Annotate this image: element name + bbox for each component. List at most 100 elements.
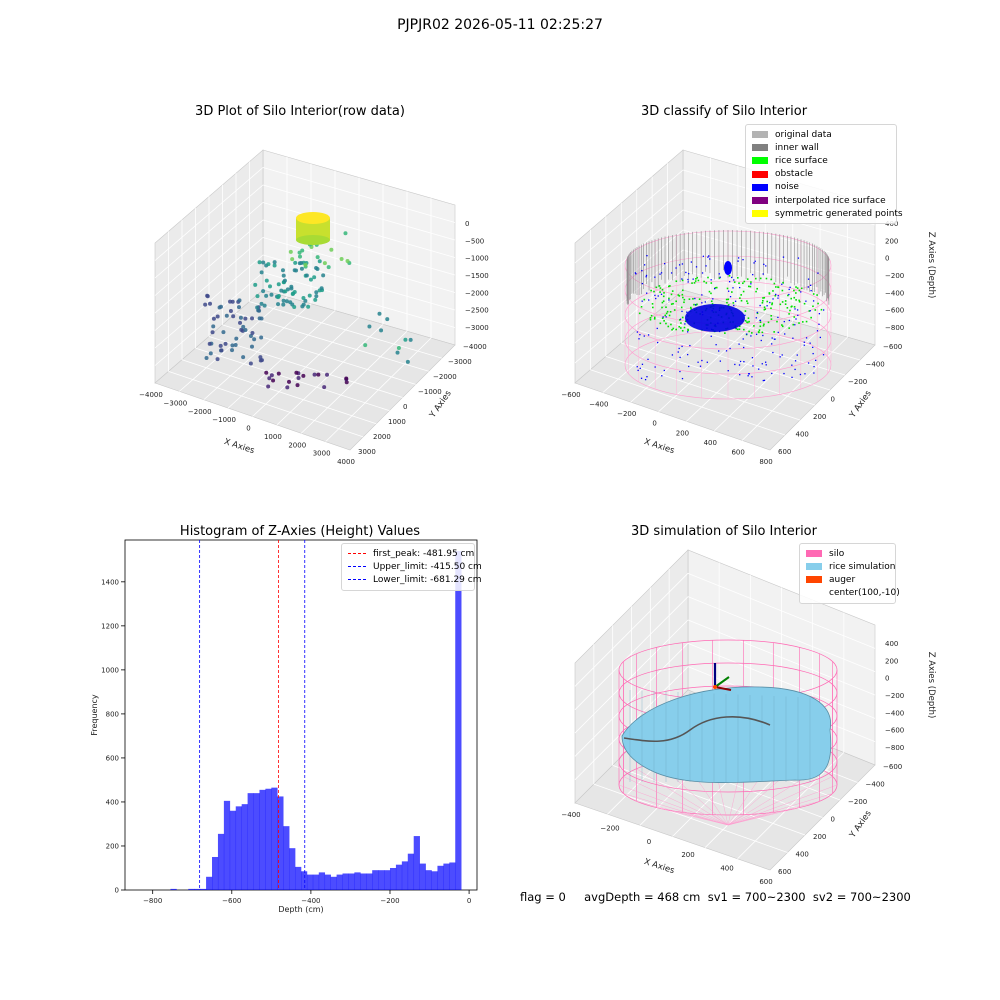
plot2-noise-point (660, 272, 663, 274)
plot3-histogram-bar (449, 862, 456, 890)
plot1-ztick-label: −2500 (465, 307, 489, 315)
plot2-rice-surface-point (781, 289, 784, 292)
plot2-grid-line (682, 209, 876, 266)
plot4-ztick-label: −600 (885, 727, 904, 735)
plot2-noise-point (637, 369, 639, 372)
plot2-noise-point (762, 334, 764, 337)
plot1-xtick-label: −3000 (164, 399, 188, 407)
plot2-noise-point (739, 374, 741, 376)
plot4-silo-floor-spoke (727, 784, 838, 826)
plot2-rice-surface-point (792, 323, 795, 326)
plot2-legend-swatch (752, 183, 768, 191)
plot3-histogram-bar (378, 870, 385, 890)
plot3-histogram-bar (354, 872, 361, 890)
plot1-grid-line (208, 336, 403, 398)
plot2-noise-point (655, 297, 657, 300)
plot1-xlabel: X Axies (223, 437, 256, 456)
plot2-ytick-label: −400 (866, 361, 885, 369)
plot2-legend-label: noise (775, 182, 799, 193)
plot2-rice-surface-point (715, 286, 718, 289)
plot2-grid-line (682, 249, 876, 306)
plot2-rice-surface-point (665, 312, 668, 315)
plot2-noise-point (699, 365, 702, 367)
plot2-rice-surface-point (747, 285, 750, 288)
plot2-noise-point (695, 304, 697, 306)
plot3-histogram-bar (318, 872, 326, 890)
plot1-data-point (303, 298, 308, 303)
plot2-noise-point (636, 331, 639, 333)
plot1-data-point (343, 231, 348, 236)
plot2-noise-funnel (685, 304, 745, 332)
plot1-data-point (321, 273, 326, 278)
plot2-rice-surface-point (733, 281, 736, 283)
plot2-rice-surface-point (765, 277, 768, 280)
plot2-noise-point (788, 319, 791, 322)
plot3-histogram-bar (372, 870, 379, 890)
plot1-data-point (276, 282, 281, 287)
plot1-data-point (326, 265, 331, 270)
plot2-rice-surface-point (651, 303, 654, 305)
plot1-data-point (314, 290, 319, 295)
plot2-legend: original data inner wall rice surface obsta… (745, 124, 903, 225)
plot2-rice-surface-point (714, 286, 717, 289)
plot2-noise-point (662, 316, 664, 318)
plot1-xtick-label: 3000 (313, 450, 331, 458)
plot2-noise-point (792, 337, 794, 339)
plot2-noise-point (648, 299, 650, 301)
plot2-legend-swatch (752, 197, 768, 205)
plot3-histogram-bar (437, 865, 444, 890)
plot4-ytick-label: 200 (813, 833, 826, 841)
plot2-noise-point (718, 273, 720, 275)
plot2-noise-point (781, 283, 783, 285)
plot2-rice-surface-point (638, 312, 641, 315)
plot2-rice-surface-point (768, 293, 771, 295)
plot3-histogram-bar (212, 856, 219, 890)
plot2-rice-surface-point (665, 306, 667, 309)
plot1-data-point (210, 330, 215, 335)
plot2-legend-label: symmetric generated points (775, 208, 903, 219)
plot1-data-point (269, 292, 274, 297)
plot2-ytick-label: 200 (813, 413, 826, 421)
plot2-noise-point (797, 314, 799, 316)
plot2-rice-surface-point (650, 314, 653, 317)
plot3-histogram-bar (253, 793, 260, 890)
plot2-noise-point (746, 333, 748, 335)
plot2-rice-surface-point (767, 321, 770, 324)
plot1-data-point (257, 260, 262, 265)
plot2-noise-point (783, 320, 785, 323)
plot2-rice-surface-point (690, 308, 692, 310)
plot1-data-point (301, 373, 306, 378)
plot2-rice-surface-point (786, 307, 789, 309)
plot2-noise-point (701, 272, 704, 274)
plot4-silo-floor-spoke (623, 793, 729, 826)
plot2-rice-surface-point (740, 294, 742, 296)
plot2-noise-point (692, 278, 694, 280)
plot2-rice-surface-point (793, 306, 796, 308)
plot4-surface-ridge (623, 716, 771, 743)
plot3-xtick-label: −200 (380, 897, 399, 905)
plot1-data-point (408, 337, 413, 342)
plot2-rice-surface-point (653, 318, 656, 320)
plot2-rice-surface-point (696, 303, 698, 306)
plot2-rice-surface-point (668, 297, 670, 300)
plot2-rice-surface-point (693, 282, 696, 284)
plot2-rice-surface-point (744, 310, 747, 312)
plot2-noise-point (654, 294, 656, 297)
plot1-data-point (299, 260, 304, 265)
plot3-histogram-bar (200, 888, 207, 890)
plot2-noise-point (710, 335, 712, 337)
plot2-noise-point (729, 347, 731, 350)
plot2-rice-surface-point (694, 280, 697, 282)
plot2-noise-point (659, 273, 661, 275)
plot1-data-point (314, 265, 319, 270)
plot2-noise-point (657, 295, 659, 297)
plot2-rice-surface-point (672, 302, 674, 305)
plot2-rice-surface-point (816, 294, 818, 296)
plot1-ztick-label: 0 (465, 220, 469, 228)
plot2-noise-point (751, 376, 753, 378)
plot2-rice-surface-point (662, 295, 665, 298)
plot1-data-point (316, 372, 321, 377)
plot3-ytick-label: 600 (106, 754, 119, 762)
plot2-noise-point (762, 379, 764, 382)
plot2-rice-surface-point (770, 318, 773, 320)
